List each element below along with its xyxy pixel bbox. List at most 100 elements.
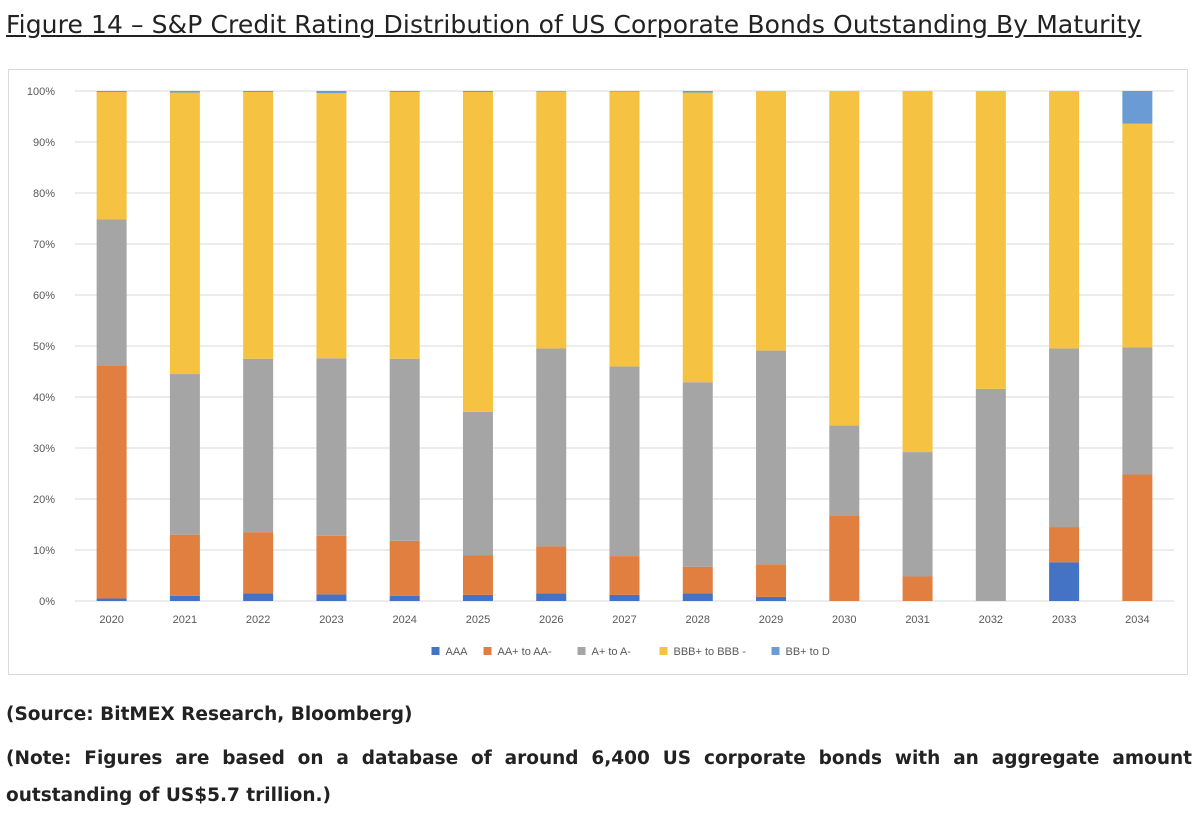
- legend-label: BB+ to D: [786, 646, 830, 658]
- bar-segment: [389, 358, 420, 541]
- stacked-bar-chart: 0%10%20%30%40%50%60%70%80%90%100%2020 202…: [27, 86, 1174, 658]
- bar-segment: [389, 595, 420, 601]
- y-tick-label: 20%: [33, 494, 55, 506]
- bar-segment: [316, 93, 347, 359]
- bar-segment: [243, 358, 274, 533]
- bar-segment: [243, 593, 274, 601]
- bar-segment: [243, 532, 274, 594]
- y-tick-label: 50%: [33, 341, 55, 353]
- y-tick-label: 70%: [33, 239, 55, 251]
- chart-frame: 0% 10% 20% 30% 40% 50% 60% 70% 80% 90% 100% 2020 202…: [8, 69, 1188, 675]
- footnote: (Note: Figures are based on a database o…: [6, 748, 1192, 806]
- x-tick-label: 2022: [246, 614, 270, 626]
- bar-segment: [462, 411, 493, 556]
- bar-segment: [389, 540, 420, 596]
- x-tick-label: 2026: [539, 614, 563, 626]
- bar-segment: [169, 91, 200, 93]
- bar-segment: [96, 219, 127, 366]
- bar-segment: [169, 92, 200, 375]
- x-axis: 2020 2021 2022 2023 2024 2025 2026 2027 2028 2029…: [99, 614, 1149, 626]
- bar-segment: [682, 91, 713, 93]
- legend-label: AAA: [446, 646, 469, 658]
- bar-segment: [462, 555, 493, 595]
- bar-segment: [316, 594, 347, 601]
- bar-segment: [1122, 474, 1153, 601]
- bar-segment: [316, 91, 347, 94]
- x-tick-label: 2029: [759, 614, 783, 626]
- bar-segment: [902, 91, 933, 453]
- legend-label: A+ to A-: [592, 646, 632, 658]
- y-tick-label: 100%: [27, 86, 55, 98]
- bar-segment: [609, 91, 640, 367]
- bar-segment: [316, 535, 347, 595]
- bar-segment: [462, 91, 493, 93]
- y-tick-label: 30%: [33, 443, 55, 455]
- bar-segment: [829, 515, 860, 601]
- source-note: (Source: BitMEX Research, Bloomberg): [6, 704, 413, 725]
- y-tick-label: 10%: [33, 545, 55, 557]
- bar-segment: [243, 91, 274, 93]
- x-tick-label: 2020: [99, 614, 123, 626]
- x-tick-label: 2023: [319, 614, 343, 626]
- legend-swatch: [577, 647, 586, 655]
- x-tick-label: 2033: [1052, 614, 1076, 626]
- bar-segment: [975, 388, 1006, 601]
- x-tick-label: 2032: [979, 614, 1003, 626]
- bar-segment: [389, 92, 420, 359]
- y-tick-label: 60%: [33, 290, 55, 302]
- bar-segment: [169, 595, 200, 601]
- bar-segment: [316, 358, 347, 536]
- legend-swatch: [483, 647, 492, 655]
- bar-segment: [609, 91, 640, 92]
- x-tick-label: 2027: [612, 614, 636, 626]
- bar-segment: [96, 598, 127, 601]
- x-tick-label: 2021: [173, 614, 197, 626]
- bar-segment: [1049, 562, 1080, 601]
- bar-segment: [756, 350, 787, 565]
- bar-segment: [96, 92, 127, 220]
- bar-segment: [609, 594, 640, 601]
- y-tick-label: 40%: [33, 392, 55, 404]
- bar-segment: [902, 452, 933, 577]
- bar-segment: [609, 556, 640, 595]
- bar-segment: [536, 348, 567, 547]
- bar-segment: [96, 365, 127, 599]
- figure-title: Figure 14 – S&P Credit Rating Distributi…: [6, 10, 1142, 39]
- x-tick-label: 2031: [905, 614, 929, 626]
- bar-segment: [756, 596, 787, 601]
- bar-segment: [243, 92, 274, 359]
- y-tick-label: 0%: [39, 596, 55, 608]
- legend-label: BBB+ to BBB -: [674, 646, 747, 658]
- bar-segment: [829, 91, 860, 426]
- bar-segment: [462, 594, 493, 601]
- legend-swatch: [771, 647, 780, 655]
- bar-segment: [902, 576, 933, 601]
- bar-segment: [756, 91, 787, 351]
- bar-segment: [96, 91, 127, 93]
- bar-segment: [756, 564, 787, 597]
- legend-label: AA+ to AA-: [498, 646, 552, 658]
- bar-segment: [1049, 91, 1080, 349]
- y-tick-label: 90%: [33, 137, 55, 149]
- bar-segment: [682, 593, 713, 601]
- y-axis: 0% 10% 20% 30% 40% 50% 60% 70% 80% 90% 100%: [27, 86, 55, 608]
- bar-segment: [536, 91, 567, 349]
- bar-segment: [682, 92, 713, 383]
- x-tick-label: 2030: [832, 614, 856, 626]
- x-tick-label: 2028: [686, 614, 710, 626]
- bar-segment: [1122, 123, 1153, 348]
- y-tick-label: 80%: [33, 188, 55, 200]
- legend-swatch: [659, 647, 668, 655]
- bar-segment: [169, 374, 200, 535]
- bar-segment: [169, 534, 200, 596]
- bar-segment: [1122, 91, 1153, 124]
- x-tick-label: 2024: [392, 614, 416, 626]
- bar-segment: [682, 566, 713, 594]
- bars: [96, 91, 1153, 601]
- x-tick-label: 2025: [466, 614, 490, 626]
- bar-segment: [609, 366, 640, 557]
- bar-segment: [1122, 347, 1153, 475]
- bar-segment: [1049, 348, 1080, 528]
- bar-segment: [536, 593, 567, 601]
- legend: AAA AA+ to AA- A+ to A- BBB+ to BBB - BB+ to…: [431, 646, 830, 658]
